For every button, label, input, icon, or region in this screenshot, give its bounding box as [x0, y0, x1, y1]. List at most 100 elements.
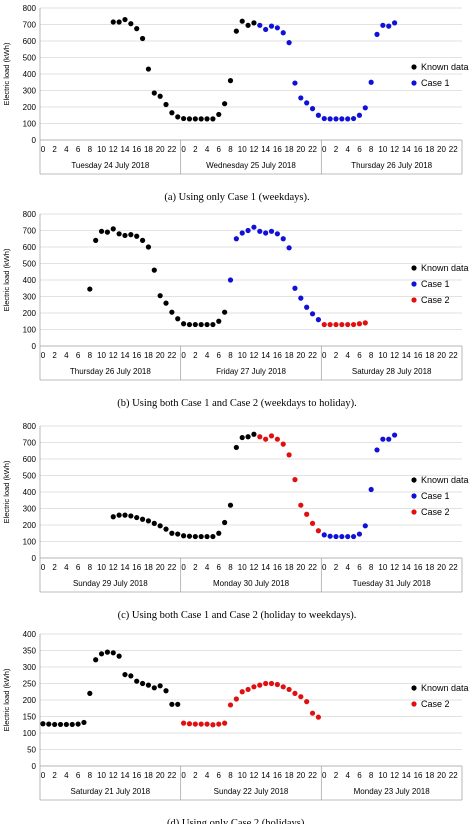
x-tick-label: 20	[437, 771, 446, 780]
x-tick-label: 20	[156, 771, 165, 780]
data-point	[333, 533, 339, 540]
data-point	[110, 514, 116, 520]
data-point	[280, 441, 286, 447]
data-point	[321, 115, 327, 122]
data-point	[362, 523, 368, 529]
data-point	[116, 19, 122, 25]
data-point	[286, 245, 292, 251]
day-label: Sunday 29 July 2018	[73, 579, 148, 588]
data-point	[309, 710, 316, 716]
x-tick-label: 20	[296, 771, 305, 780]
y-axis-label: Electric load (kWh)	[2, 248, 11, 311]
x-tick-label: 8	[228, 351, 233, 360]
x-tick-label: 10	[378, 563, 387, 572]
data-point	[268, 23, 275, 29]
x-tick-label: 8	[369, 351, 374, 360]
y-tick-label: 800	[23, 4, 37, 13]
legend-label: Case 1	[421, 78, 450, 88]
data-point	[139, 237, 146, 243]
data-point	[245, 686, 251, 693]
data-point	[210, 116, 216, 122]
data-point	[116, 512, 122, 518]
data-point	[134, 514, 140, 521]
x-tick-label: 18	[144, 771, 153, 780]
y-tick-label: 400	[23, 630, 37, 639]
data-point	[263, 230, 269, 236]
data-point	[192, 721, 198, 727]
data-point	[110, 19, 116, 25]
data-point	[93, 657, 99, 663]
x-tick-label: 18	[285, 563, 294, 572]
data-point	[151, 685, 157, 691]
x-tick-label: 6	[76, 771, 81, 780]
data-point	[227, 277, 234, 283]
data-point	[257, 434, 263, 440]
data-point	[339, 533, 345, 540]
data-point	[227, 78, 234, 84]
data-point	[98, 651, 105, 657]
data-point	[175, 114, 181, 120]
data-point	[186, 116, 193, 122]
y-axis-label: Electric load (kWh)	[2, 460, 11, 523]
data-point	[280, 684, 286, 690]
data-point	[251, 224, 257, 230]
x-tick-label: 2	[193, 351, 198, 360]
x-tick-label: 4	[64, 563, 69, 572]
data-point	[216, 721, 222, 727]
series-known-data	[110, 431, 257, 540]
data-point	[216, 530, 222, 536]
x-tick-label: 10	[238, 771, 247, 780]
data-point	[134, 233, 140, 239]
legend-label: Known data	[421, 475, 469, 485]
x-tick-label: 22	[167, 563, 176, 572]
day-label: Saturday 28 July 2018	[352, 367, 432, 376]
data-point	[180, 115, 187, 122]
x-tick-label: 6	[357, 771, 362, 780]
legend-marker	[411, 509, 417, 515]
data-point	[81, 719, 87, 726]
series-case-1	[227, 224, 322, 323]
y-tick-label: 700	[23, 439, 37, 448]
data-point	[46, 721, 52, 727]
data-point	[151, 90, 157, 96]
x-tick-label: 10	[378, 145, 387, 154]
data-point	[298, 95, 304, 101]
day-label: Tuesday 31 July 2018	[353, 579, 432, 588]
legend-marker	[411, 493, 417, 499]
data-point	[169, 110, 175, 116]
x-tick-label: 6	[217, 563, 222, 572]
x-tick-label: 6	[357, 145, 362, 154]
data-point	[169, 701, 175, 707]
legend-marker	[411, 64, 417, 70]
x-tick-label: 20	[437, 351, 446, 360]
x-tick-label: 2	[193, 145, 198, 154]
x-tick-label: 8	[369, 145, 374, 154]
data-point	[40, 721, 46, 727]
x-tick-label: 14	[261, 563, 270, 572]
data-point	[268, 433, 275, 439]
x-tick-label: 16	[273, 145, 282, 154]
x-tick-label: 18	[425, 771, 434, 780]
x-tick-label: 2	[193, 563, 198, 572]
x-tick-label: 6	[357, 351, 362, 360]
x-tick-label: 12	[109, 771, 118, 780]
data-point	[304, 304, 310, 310]
day-label: Tuesday 24 July 2018	[71, 161, 150, 170]
x-tick-label: 2	[52, 351, 57, 360]
x-tick-label: 10	[97, 771, 106, 780]
x-tick-label: 10	[238, 351, 247, 360]
y-tick-label: 500	[23, 472, 37, 481]
x-tick-label: 18	[144, 145, 153, 154]
x-tick-label: 2	[334, 351, 339, 360]
data-point	[233, 696, 239, 702]
day-label: Friday 27 July 2018	[216, 367, 286, 376]
day-label: Wednesday 25 July 2018	[206, 161, 296, 170]
y-tick-label: 0	[32, 342, 37, 351]
data-point	[251, 20, 257, 26]
data-point	[163, 300, 169, 306]
x-tick-label: 6	[217, 351, 222, 360]
y-tick-label: 200	[23, 103, 37, 112]
data-point	[192, 116, 198, 122]
legend-marker	[411, 80, 417, 86]
